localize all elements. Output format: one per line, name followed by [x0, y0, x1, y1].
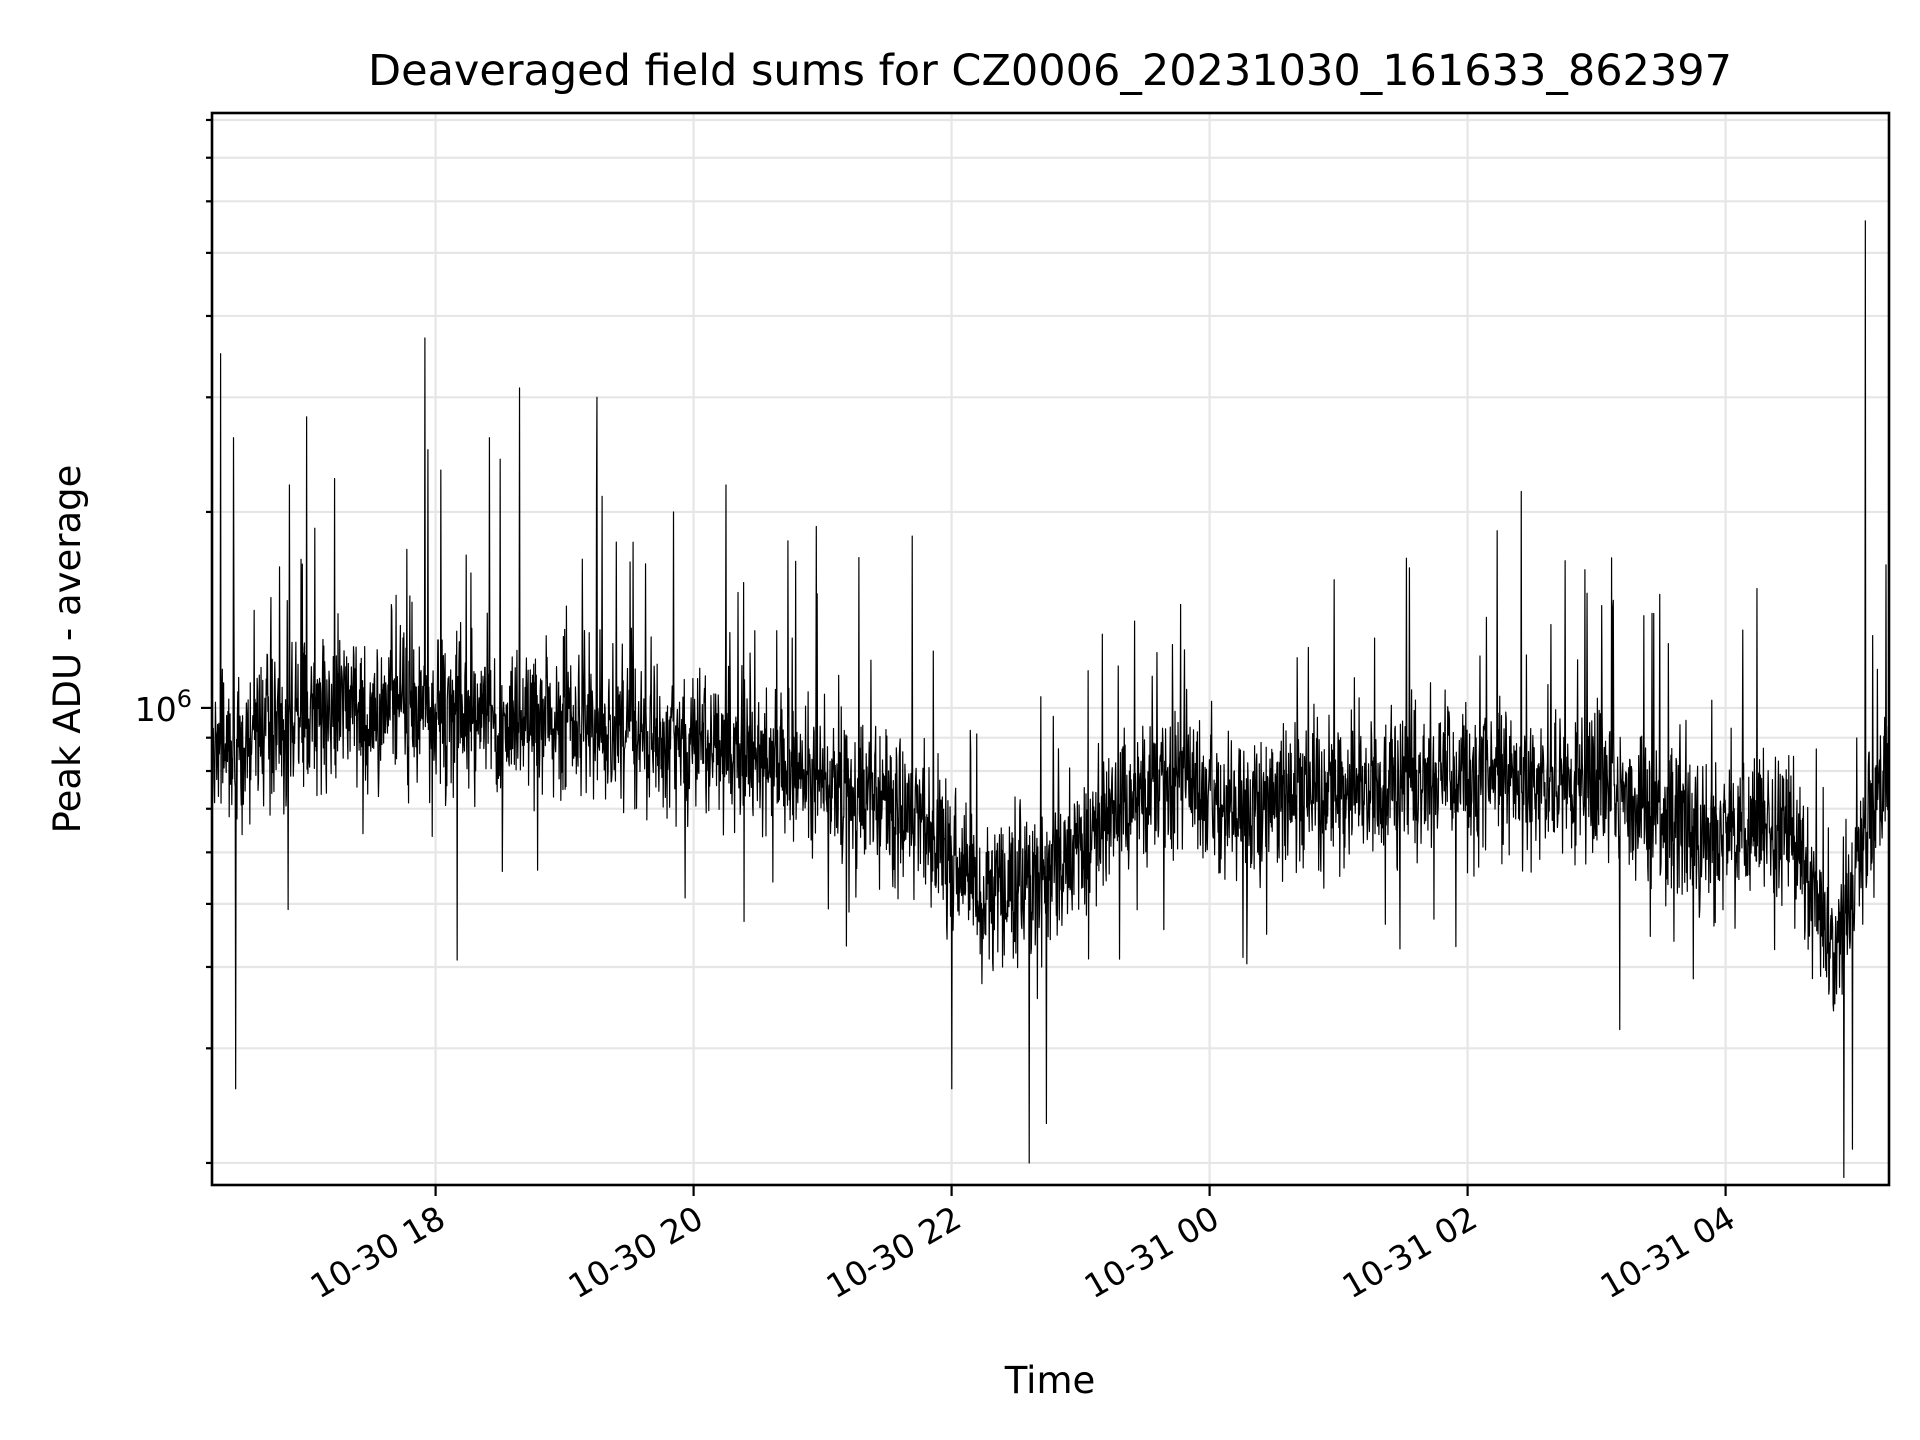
series-line: [211, 220, 1890, 1179]
y-axis-label: Peak ADU - average: [46, 465, 89, 834]
plot-frame: [210, 111, 1891, 1187]
chart-title: Deaveraged field sums for CZ0006_2023103…: [368, 46, 1732, 96]
x-axis-label: Time: [1004, 1359, 1096, 1402]
data-series: [211, 220, 1890, 1179]
y-tick-label: 106: [135, 685, 192, 729]
